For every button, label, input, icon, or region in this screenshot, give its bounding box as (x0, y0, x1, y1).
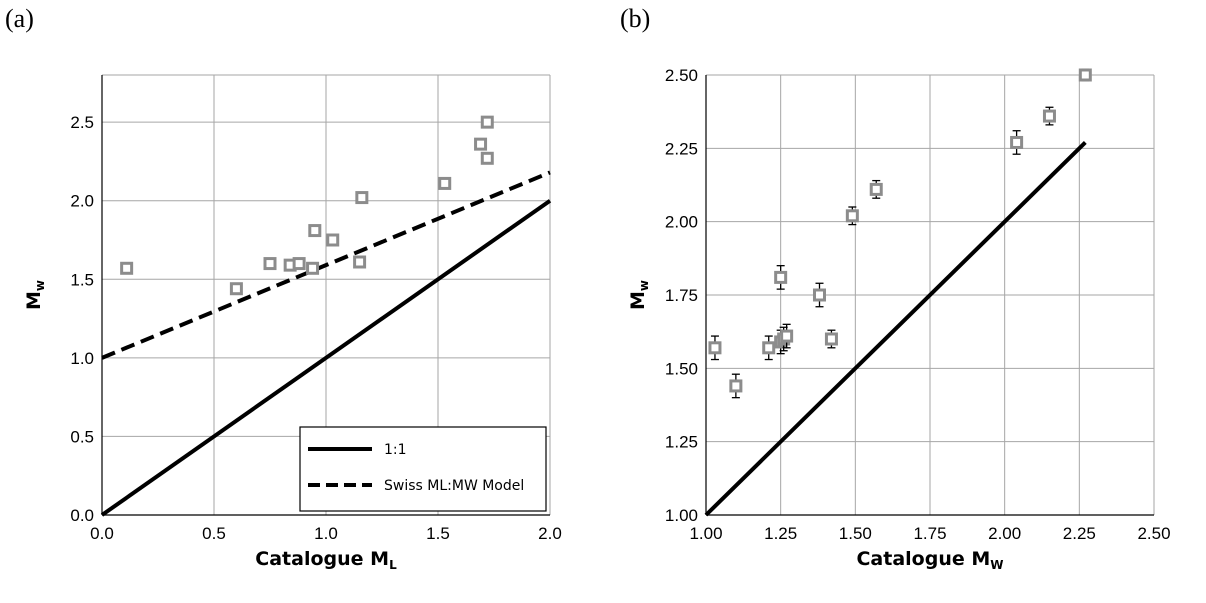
x-tick-label: 2.50 (1137, 524, 1170, 543)
y-tick-label: 2.0 (70, 192, 94, 211)
data-point (480, 115, 494, 129)
data-point (845, 209, 859, 223)
data-point (353, 255, 367, 269)
y-axis-label: Mw (627, 280, 651, 310)
y-tick-label: 1.75 (665, 286, 698, 305)
y-tick-label: 1.0 (70, 349, 94, 368)
x-tick-label: 1.5 (426, 524, 450, 543)
y-axis-label: Mw (23, 280, 47, 310)
data-point (292, 257, 306, 271)
legend-entry-label: 1:1 (384, 442, 407, 458)
data-point (326, 233, 340, 247)
data-point (1078, 68, 1092, 82)
data-point (869, 182, 883, 196)
chart-b: 1.00 1.25 1.50 1.75 2.00 2.25 2.50 1.00 1.25 1.50… (627, 66, 1171, 572)
swiss-model-line (101, 170, 551, 360)
x-tick-label: 2.00 (988, 524, 1021, 543)
y-tick-label: 1.50 (665, 359, 698, 378)
y-tick-label: 0.5 (70, 427, 94, 446)
y-tick-label: 2.25 (665, 139, 698, 158)
data-point (1010, 135, 1024, 149)
data-point (729, 379, 743, 393)
y-tick-label: 1.5 (70, 270, 94, 289)
x-tick-label: 0.5 (202, 524, 226, 543)
y-tick-label: 1.25 (665, 433, 698, 452)
data-point (263, 257, 277, 271)
x-tick-label: 1.50 (839, 524, 872, 543)
legend-box (299, 426, 547, 512)
y-tick-label: 2.00 (665, 213, 698, 232)
data-point (708, 341, 722, 355)
data-point (780, 329, 794, 343)
x-tick-label: 2.0 (538, 524, 562, 543)
data-point (120, 261, 134, 275)
x-tick-label: 1.00 (689, 524, 722, 543)
y-tick-label: 1.00 (665, 506, 698, 525)
one-to-one-line (704, 141, 1087, 517)
chart-a: 0.0 0.5 1.0 1.5 2.0 0.0 0.5 1.0 1.5 2.0 2.5 Catalog… (23, 74, 562, 572)
x-axis-label: Catalogue ML (255, 548, 397, 572)
x-tick-label: 2.25 (1063, 524, 1096, 543)
x-tick-label: 1.25 (764, 524, 797, 543)
one-to-one-line (100, 199, 552, 517)
x-tick-label: 1.0 (314, 524, 338, 543)
y-tick-label: 0.0 (70, 506, 94, 525)
legend: 1:1 Swiss ML:MW Model (299, 426, 547, 512)
data-point (308, 224, 322, 238)
data-point (1042, 109, 1056, 123)
panel-b-label: (b) (620, 4, 651, 33)
data-point (229, 282, 243, 296)
data-point (438, 176, 452, 190)
x-axis-label: Catalogue MW (856, 548, 1003, 572)
data-point (480, 151, 494, 165)
x-tick-label: 1.75 (913, 524, 946, 543)
data-point (474, 137, 488, 151)
y-tick-label: 2.5 (70, 113, 94, 132)
y-tick-label: 2.50 (665, 66, 698, 85)
data-point (355, 191, 369, 205)
data-point (306, 261, 320, 275)
data-point (762, 341, 776, 355)
legend-entry-label: Swiss ML:MW Model (384, 478, 524, 494)
data-point (812, 288, 826, 302)
x-tick-label: 0.0 (90, 524, 114, 543)
panel-a-label: (a) (5, 4, 34, 33)
data-point (824, 332, 838, 346)
data-point (774, 270, 788, 284)
